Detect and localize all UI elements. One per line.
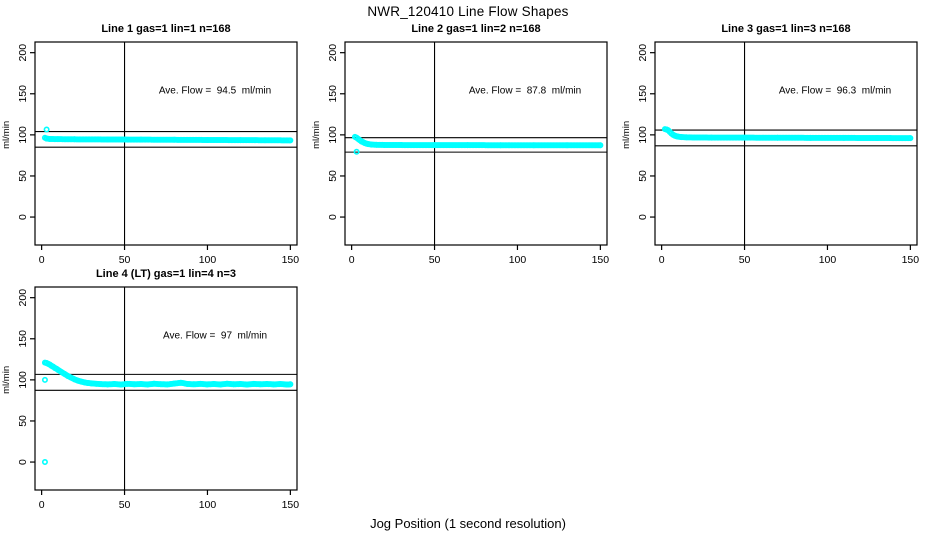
svg-text:100: 100 [17,371,29,389]
svg-text:200: 200 [637,44,649,62]
svg-text:150: 150 [282,499,300,511]
subplot-title-line-4: Line 4 (LT) gas=1 lin=4 n=3 [95,268,237,280]
svg-text:0: 0 [349,254,355,266]
svg-text:50: 50 [17,170,29,182]
plot-area-line-3: 0 50 100 150 0 50 100 150 200 ml/min [621,41,920,266]
subplot-line-4: 0 50 100 150 0 50 100 150 200 ml/min Line 4 (LT) … [0,267,312,512]
svg-text:ml/min: ml/min [621,121,632,149]
svg-text:100: 100 [199,254,217,266]
svg-text:50: 50 [327,170,339,182]
svg-text:0: 0 [17,214,29,220]
svg-text:200: 200 [327,44,339,62]
svg-text:150: 150 [902,254,920,266]
svg-text:50: 50 [119,499,131,511]
svg-text:ml/min: ml/min [1,366,12,394]
svg-text:150: 150 [282,254,300,266]
plot-area-line-2: 0 50 100 150 0 50 100 150 200 ml/min [311,41,610,266]
svg-text:ml/min: ml/min [311,121,322,149]
subplot-title-line-2: Line 2 gas=1 lin=2 n=168 [411,23,541,35]
svg-text:200: 200 [17,289,29,307]
svg-text:150: 150 [17,85,29,103]
svg-text:100: 100 [819,254,837,266]
svg-text:100: 100 [327,126,339,144]
subplot-line-3: 0 50 100 150 0 50 100 150 200 ml/min Line 3 gas=1… [620,22,932,267]
svg-text:0: 0 [17,459,29,465]
subplot-title-line-3: Line 3 gas=1 lin=3 n=168 [721,23,851,35]
svg-text:0: 0 [327,214,339,220]
svg-text:50: 50 [637,170,649,182]
svg-text:0: 0 [39,254,45,266]
x-axis-label: Jog Position (1 second resolution) [370,516,566,531]
subplot-line-2: 0 50 100 150 0 50 100 150 200 ml/min Line 2 gas=1… [310,22,622,267]
svg-text:100: 100 [637,126,649,144]
svg-text:150: 150 [592,254,610,266]
svg-text:0: 0 [637,214,649,220]
svg-text:100: 100 [199,499,217,511]
main-title: NWR_120410 Line Flow Shapes [367,4,569,19]
svg-text:50: 50 [119,254,131,266]
ave-flow-annotation-line-3: Ave. Flow = 96.3 ml/min [778,85,892,97]
plot-area-line-1: 0 50 100 150 0 50 100 150 200 ml/min [1,41,300,266]
ave-flow-annotation-line-2: Ave. Flow = 87.8 ml/min [468,85,582,97]
svg-text:150: 150 [327,85,339,103]
svg-text:200: 200 [17,44,29,62]
plot-area-line-4: 0 50 100 150 0 50 100 150 200 ml/min [1,286,300,511]
svg-text:50: 50 [429,254,441,266]
svg-text:50: 50 [17,415,29,427]
ave-flow-annotation-line-1: Ave. Flow = 94.5 ml/min [158,85,272,97]
svg-text:150: 150 [17,330,29,348]
svg-text:50: 50 [739,254,751,266]
svg-text:0: 0 [39,499,45,511]
svg-text:100: 100 [509,254,527,266]
ave-flow-annotation-line-4: Ave. Flow = 97 ml/min [162,330,268,342]
svg-text:ml/min: ml/min [1,121,12,149]
subplot-title-line-1: Line 1 gas=1 lin=1 n=168 [101,23,231,35]
svg-text:150: 150 [637,85,649,103]
svg-text:0: 0 [659,254,665,266]
subplot-line-1: 0 50 100 150 0 50 100 150 200 ml/min Line 1 gas=1… [0,22,312,267]
svg-text:100: 100 [17,126,29,144]
